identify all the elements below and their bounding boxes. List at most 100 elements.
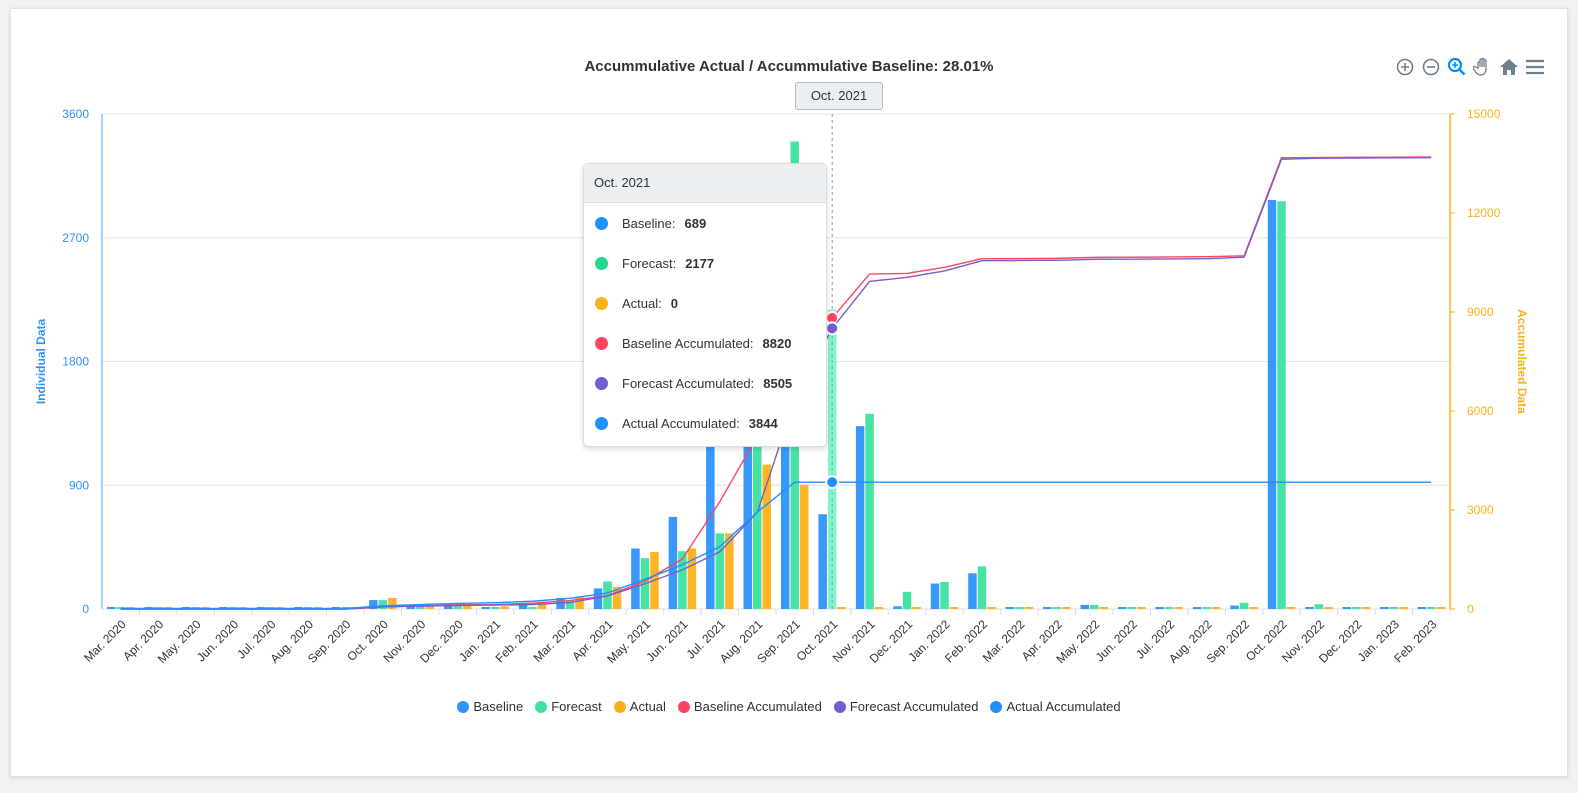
bar-actual	[987, 607, 996, 609]
series-dot-icon	[595, 376, 608, 390]
bar-baseline	[743, 336, 753, 609]
tooltip-value: 8505	[763, 375, 793, 391]
legend-item[interactable]: Baseline	[457, 699, 523, 714]
bar-forecast	[940, 582, 949, 609]
bar-actual	[612, 587, 622, 609]
tooltip-row: Forecast Accumulated: 8505	[584, 363, 826, 403]
bar-forecast	[1052, 607, 1062, 609]
bar-forecast	[1389, 607, 1399, 609]
legend-marker-icon	[535, 700, 548, 713]
bar-actual	[837, 607, 846, 609]
bar-forecast	[528, 606, 537, 609]
bar-baseline	[1117, 607, 1127, 609]
legend-marker-icon	[457, 700, 470, 713]
bar-actual	[1249, 607, 1258, 609]
chart-toolbar	[1394, 56, 1546, 78]
tooltip-value: 689	[684, 215, 707, 231]
marker-actual-accumulated	[825, 475, 840, 490]
x-axis-tooltip: Oct. 2021	[795, 82, 883, 110]
chart-title: Accummulative Actual / Accummulative Bas…	[584, 58, 994, 75]
zoom-in-icon[interactable]	[1394, 56, 1416, 78]
bar-baseline	[893, 606, 902, 609]
bar-actual	[799, 484, 809, 609]
tooltip-value: 8820	[762, 335, 792, 351]
tooltip-value: 0	[670, 295, 678, 311]
y2-tick-label: 15000	[1467, 107, 1501, 121]
bar-baseline	[443, 604, 453, 609]
series-dot-icon	[595, 256, 608, 270]
legend-marker-icon	[990, 700, 1003, 713]
bar-forecast	[1239, 602, 1249, 609]
zoom-out-icon[interactable]	[1420, 56, 1442, 78]
bar-forecast	[1127, 607, 1136, 609]
pan-hand-icon[interactable]	[1472, 56, 1494, 78]
bar-actual	[1099, 607, 1109, 609]
bar-forecast	[490, 607, 500, 609]
legend-label: Actual	[629, 699, 666, 714]
legend-item[interactable]: Forecast	[535, 699, 602, 714]
bar-actual	[1286, 607, 1296, 609]
y2-axis-title: Accumulated Data	[1515, 309, 1529, 414]
bar-baseline	[1267, 199, 1277, 609]
bar-baseline	[593, 588, 603, 609]
tooltip-row: Actual Accumulated: 3844	[584, 403, 826, 443]
legend: Baseline Forecast Actual Baseline Accumulat…	[0, 699, 1578, 714]
bar-baseline	[855, 426, 865, 609]
y2-tick-label: 6000	[1467, 404, 1494, 418]
legend-marker-icon	[833, 700, 846, 713]
bar-forecast	[378, 600, 388, 609]
bar-actual	[874, 607, 884, 609]
y-tick-label: 1800	[62, 355, 89, 369]
legend-item[interactable]: Actual Accumulated	[990, 699, 1121, 714]
selection-zoom-icon[interactable]	[1446, 56, 1468, 78]
bar-forecast	[865, 413, 874, 609]
bar-actual	[1399, 607, 1408, 609]
tooltip-title: Oct. 2021	[584, 164, 826, 203]
bar-baseline	[1005, 607, 1015, 609]
bar-baseline	[930, 583, 940, 609]
bar-actual	[1324, 607, 1333, 609]
bar-baseline	[1080, 604, 1090, 609]
bar-actual	[912, 607, 921, 609]
tooltip-label: Forecast Accumulated:	[622, 375, 755, 391]
bar-forecast	[565, 600, 575, 609]
bar-forecast	[1202, 607, 1211, 609]
bar-forecast	[827, 309, 837, 609]
legend-marker-icon	[613, 700, 626, 713]
bar-forecast	[1164, 607, 1174, 609]
menu-icon[interactable]	[1524, 56, 1546, 78]
y2-tick-label: 0	[1467, 602, 1474, 616]
bar-forecast	[1427, 607, 1436, 609]
bar-actual	[575, 596, 584, 609]
series-dot-icon	[595, 216, 608, 230]
bar-baseline	[1305, 607, 1314, 609]
legend-label: Forecast	[551, 699, 602, 714]
bar-baseline	[1380, 607, 1389, 609]
bar-actual	[1211, 607, 1221, 609]
bar-baseline	[369, 600, 378, 609]
y2-tick-label: 9000	[1467, 305, 1494, 319]
y-axis-title: Individual Data	[34, 319, 48, 405]
bar-actual	[1436, 607, 1446, 609]
bar-baseline	[1342, 607, 1352, 609]
legend-item[interactable]: Baseline Accumulated	[677, 699, 822, 714]
bar-baseline	[518, 603, 528, 609]
series-dot-icon	[595, 336, 608, 350]
bar-baseline	[481, 607, 490, 609]
tooltip-row: Actual: 0	[584, 283, 826, 323]
bar-baseline	[706, 369, 715, 609]
line-actual-accumulated	[120, 481, 1432, 610]
legend-item[interactable]: Forecast Accumulated	[833, 699, 978, 714]
bar-actual	[762, 464, 772, 609]
bar-baseline	[1192, 607, 1202, 609]
reset-home-icon[interactable]	[1498, 56, 1520, 78]
bar-forecast	[1090, 604, 1099, 609]
legend-item[interactable]: Actual	[613, 699, 666, 714]
bar-forecast	[977, 566, 987, 609]
bar-forecast	[453, 605, 462, 609]
tooltip-label: Actual Accumulated:	[622, 415, 740, 431]
legend-marker-icon	[677, 700, 690, 713]
tooltip-label: Baseline:	[622, 215, 676, 231]
tooltip-value: 2177	[685, 255, 715, 271]
y-tick-label: 0	[82, 602, 89, 616]
